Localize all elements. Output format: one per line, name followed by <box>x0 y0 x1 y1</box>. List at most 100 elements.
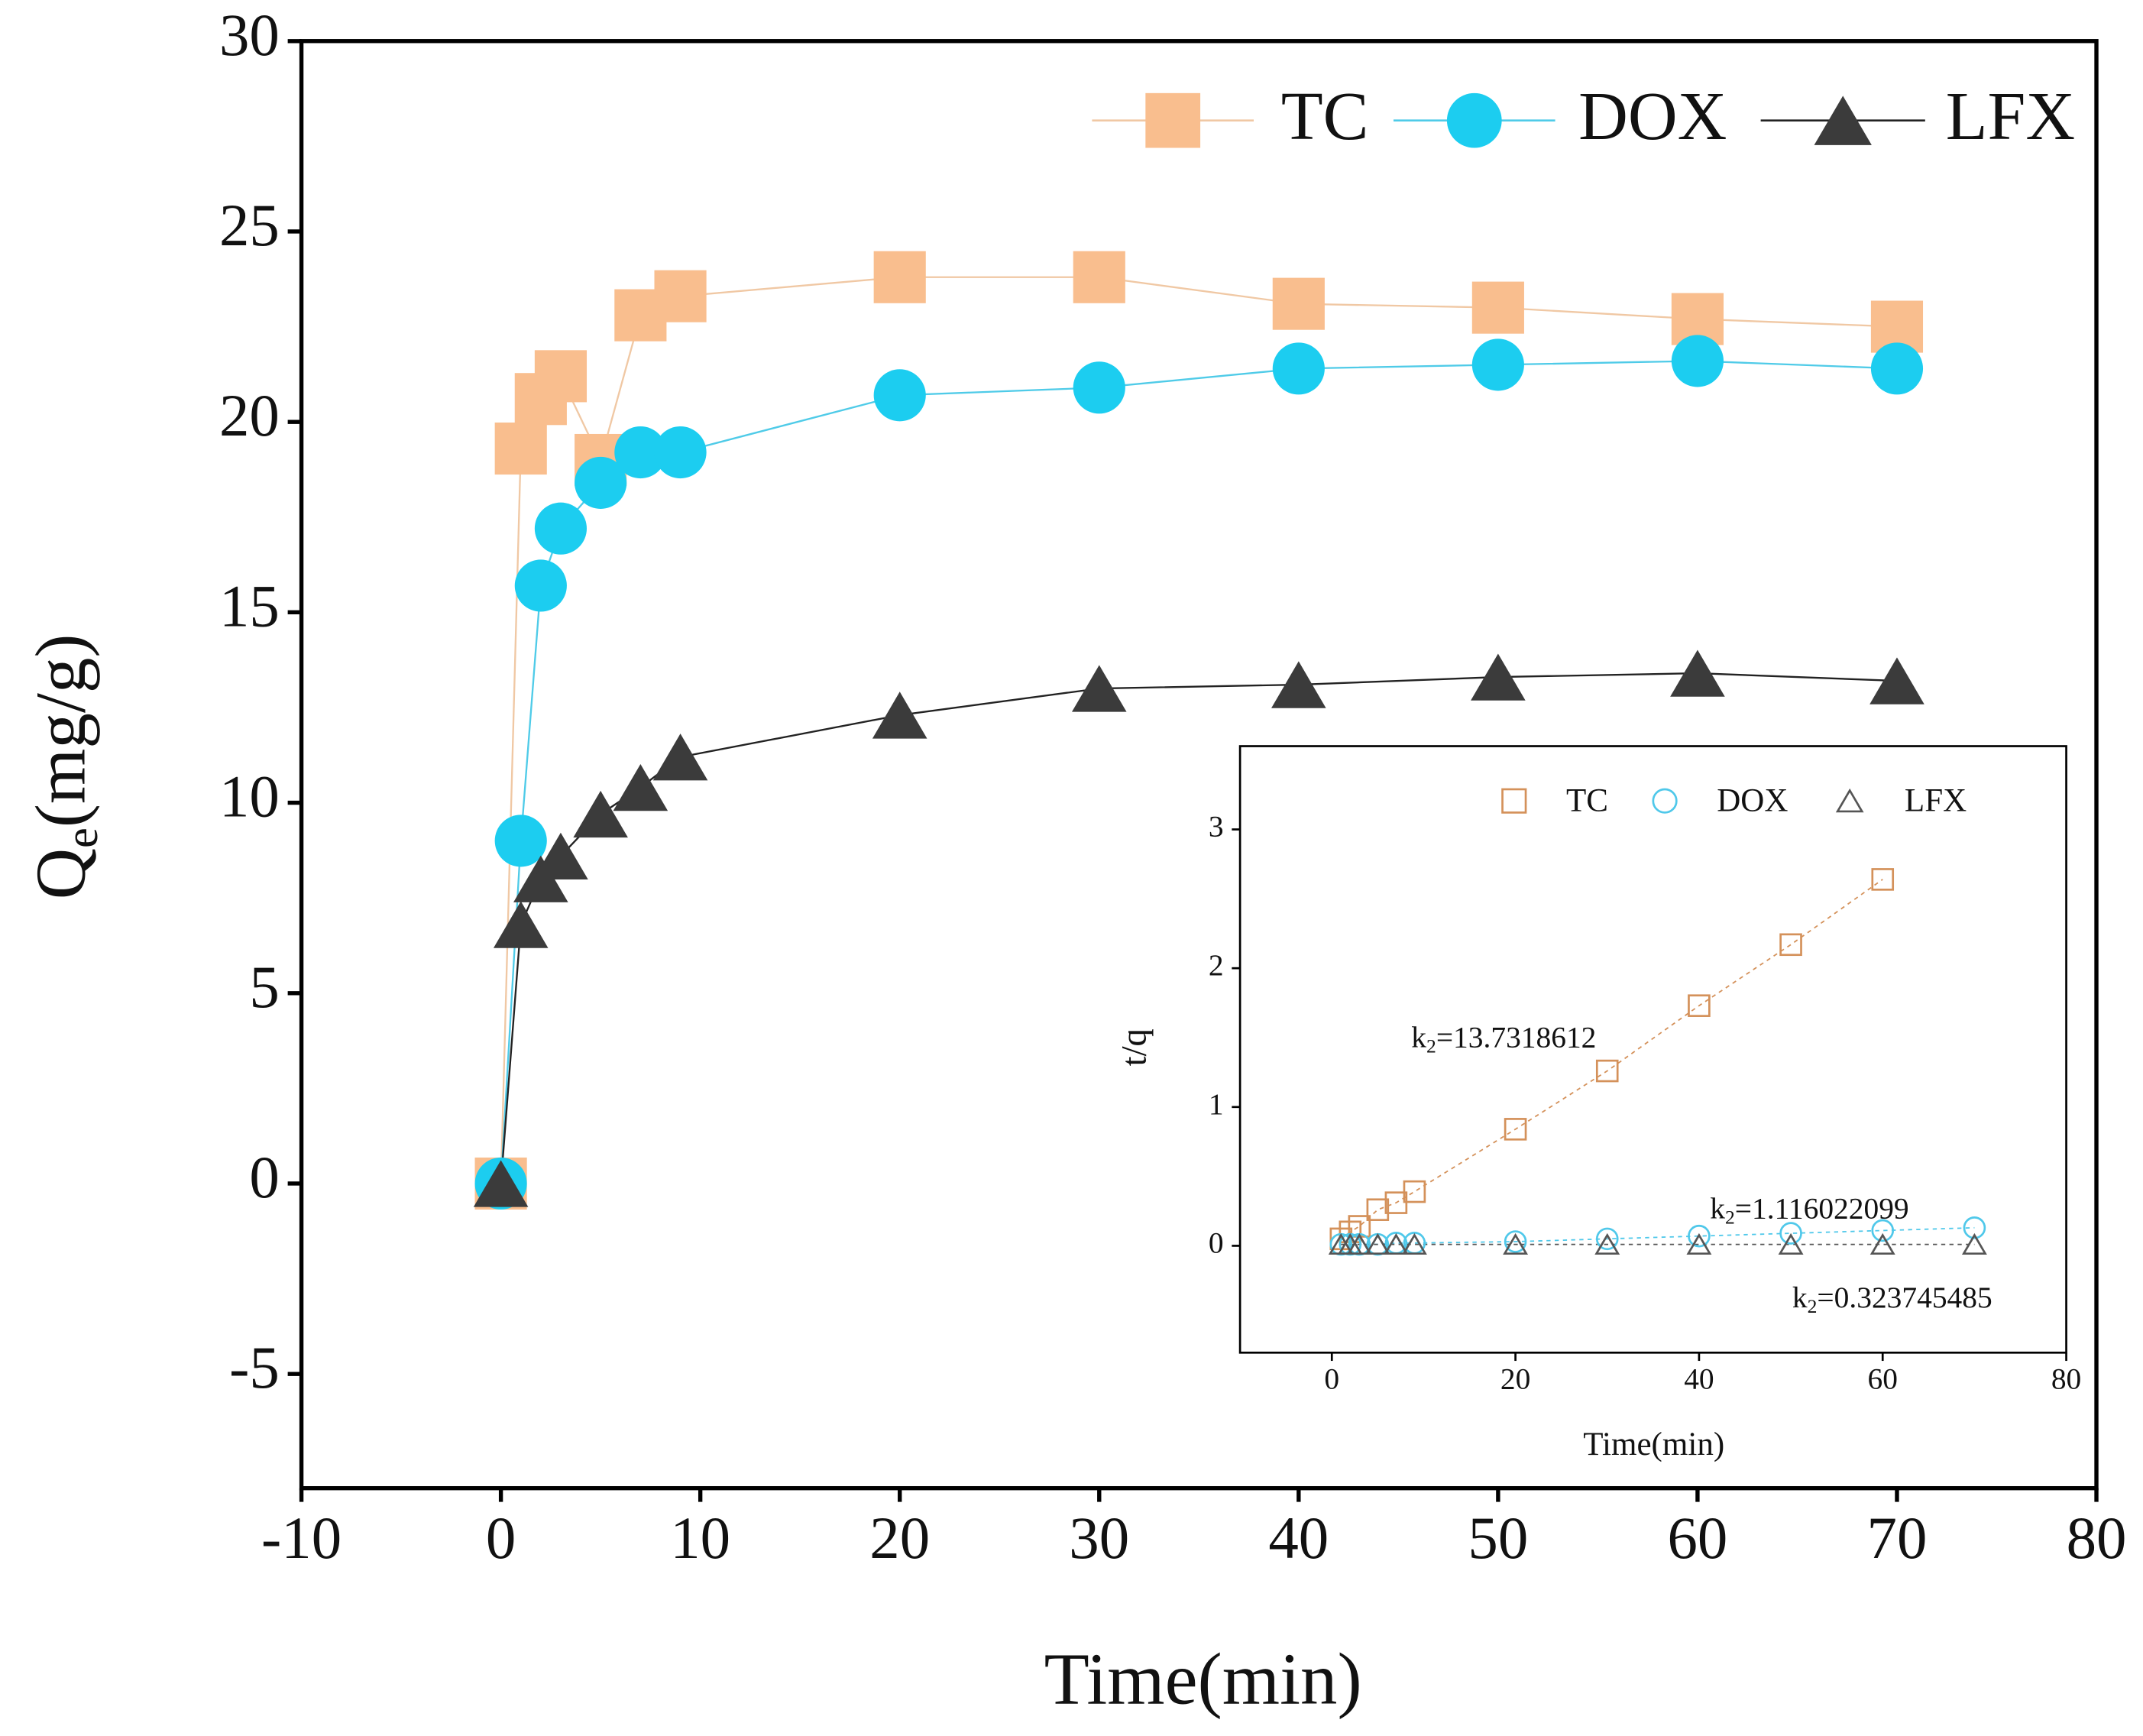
marker-triangle <box>1471 653 1526 701</box>
y-axis-title: Qe(mg/g) <box>22 634 108 900</box>
annotation-subscript: 2 <box>1808 1295 1818 1317</box>
x-tick-label: 70 <box>1867 1505 1928 1572</box>
legend-label: LFX <box>1905 783 1967 819</box>
marker-circle <box>1870 342 1924 395</box>
x-tick-label: 50 <box>1468 1505 1528 1572</box>
legend-marker <box>1145 92 1201 148</box>
plot-frame <box>299 39 2099 1491</box>
y-tick-label: 30 <box>219 2 280 69</box>
marker-triangle <box>1594 1232 1620 1255</box>
marker-triangle <box>533 832 588 879</box>
legend-label: TC <box>1281 79 1369 154</box>
y-tick-label: 5 <box>249 954 279 1021</box>
marker-square <box>1272 277 1325 330</box>
marker-triangle <box>573 790 628 838</box>
y-tick-label: 0 <box>1209 1226 1224 1259</box>
marker-circle <box>575 456 627 509</box>
marker-circle <box>614 426 667 479</box>
legend-marker <box>1814 96 1872 145</box>
x-tick-label: 20 <box>869 1505 930 1572</box>
y-axis-title-main: Q <box>22 848 101 899</box>
marker-square <box>1779 933 1802 957</box>
x-tick-label: 40 <box>1684 1362 1714 1396</box>
marker-triangle <box>1778 1232 1804 1255</box>
marker-circle <box>1963 1216 1986 1239</box>
marker-square <box>1471 281 1524 334</box>
y-tick-label: 1 <box>1209 1087 1224 1121</box>
legend-marker <box>1835 788 1864 813</box>
x-axis-title: Time(min) <box>1583 1427 1724 1462</box>
annotation-subscript: 2 <box>1426 1035 1436 1057</box>
annotation-rest: =1.116022099 <box>1735 1192 1909 1226</box>
y-tick-label: 0 <box>249 1145 279 1211</box>
y-tick-label: 25 <box>219 193 280 259</box>
x-tick-label: 30 <box>1069 1505 1129 1572</box>
marker-square <box>1073 251 1125 303</box>
x-tick-label: 60 <box>1868 1362 1898 1396</box>
marker-circle <box>1471 338 1524 391</box>
marker-triangle <box>872 691 927 739</box>
annotation-main: k <box>1411 1021 1426 1054</box>
marker-circle <box>654 426 707 479</box>
marker-circle <box>534 502 588 555</box>
marker-circle <box>1671 335 1724 387</box>
y-tick-label: 15 <box>219 573 280 640</box>
plot-frame <box>1238 745 2067 1354</box>
marker-circle <box>1779 1222 1802 1245</box>
marker-square <box>1871 868 1895 891</box>
marker-triangle <box>1869 1232 1895 1255</box>
annotation-main: k <box>1710 1192 1725 1226</box>
marker-triangle <box>1686 1232 1712 1255</box>
x-tick-label: 80 <box>2067 1505 2127 1572</box>
legend-label: DOX <box>1578 79 1727 154</box>
y-tick-label: -5 <box>229 1335 280 1401</box>
x-tick-label: 80 <box>2051 1362 2081 1396</box>
marker-circle <box>1595 1227 1619 1251</box>
y-axis-title-subscript: e <box>57 828 108 848</box>
marker-triangle <box>473 1160 529 1207</box>
y-tick-label: 20 <box>219 383 280 449</box>
annotation-rest: =0.323745485 <box>1817 1281 1992 1314</box>
marker-triangle <box>1961 1232 1987 1255</box>
marker-triangle <box>1271 661 1326 708</box>
marker-circle <box>1073 361 1125 414</box>
inset-background <box>1240 746 2067 1353</box>
marker-circle <box>514 559 567 612</box>
marker-square <box>1504 1118 1527 1141</box>
annotation-rest: =13.7318612 <box>1436 1021 1597 1054</box>
y-axis-title-rest: (mg/g) <box>22 634 101 828</box>
series-line <box>1340 879 1883 1240</box>
x-tick-label: 0 <box>1324 1362 1339 1396</box>
marker-square <box>534 350 588 403</box>
marker-circle <box>1871 1219 1895 1242</box>
marker-triangle <box>652 734 708 781</box>
marker-circle <box>1272 342 1325 395</box>
marker-square <box>1595 1059 1619 1083</box>
annotation-main: k <box>1792 1281 1808 1314</box>
marker-triangle <box>1071 665 1127 712</box>
annotation: k2=13.7318612 <box>1411 1021 1596 1057</box>
x-tick-label: 0 <box>486 1505 516 1572</box>
marker-triangle <box>1346 1232 1372 1255</box>
x-tick-label: 40 <box>1268 1505 1329 1572</box>
marker-square <box>1403 1180 1426 1203</box>
legend-marker <box>1501 788 1527 814</box>
marker-square <box>1688 994 1711 1017</box>
legend-marker <box>1446 92 1502 148</box>
y-tick-label: 10 <box>219 764 280 831</box>
marker-circle <box>1504 1230 1527 1253</box>
annotation: k2=1.116022099 <box>1710 1192 1908 1229</box>
legend-marker <box>1652 788 1678 814</box>
x-axis-title: Time(min) <box>1044 1638 1362 1720</box>
x-tick-label: 20 <box>1500 1362 1530 1396</box>
x-tick-label: -10 <box>261 1505 342 1572</box>
y-axis-title: t/q <box>1114 1028 1154 1066</box>
legend-label: LFX <box>1946 79 2075 154</box>
marker-square <box>494 423 547 475</box>
marker-triangle <box>1503 1232 1529 1255</box>
x-tick-label: 60 <box>1667 1505 1727 1572</box>
marker-square <box>1366 1198 1390 1221</box>
marker-circle <box>494 815 547 867</box>
